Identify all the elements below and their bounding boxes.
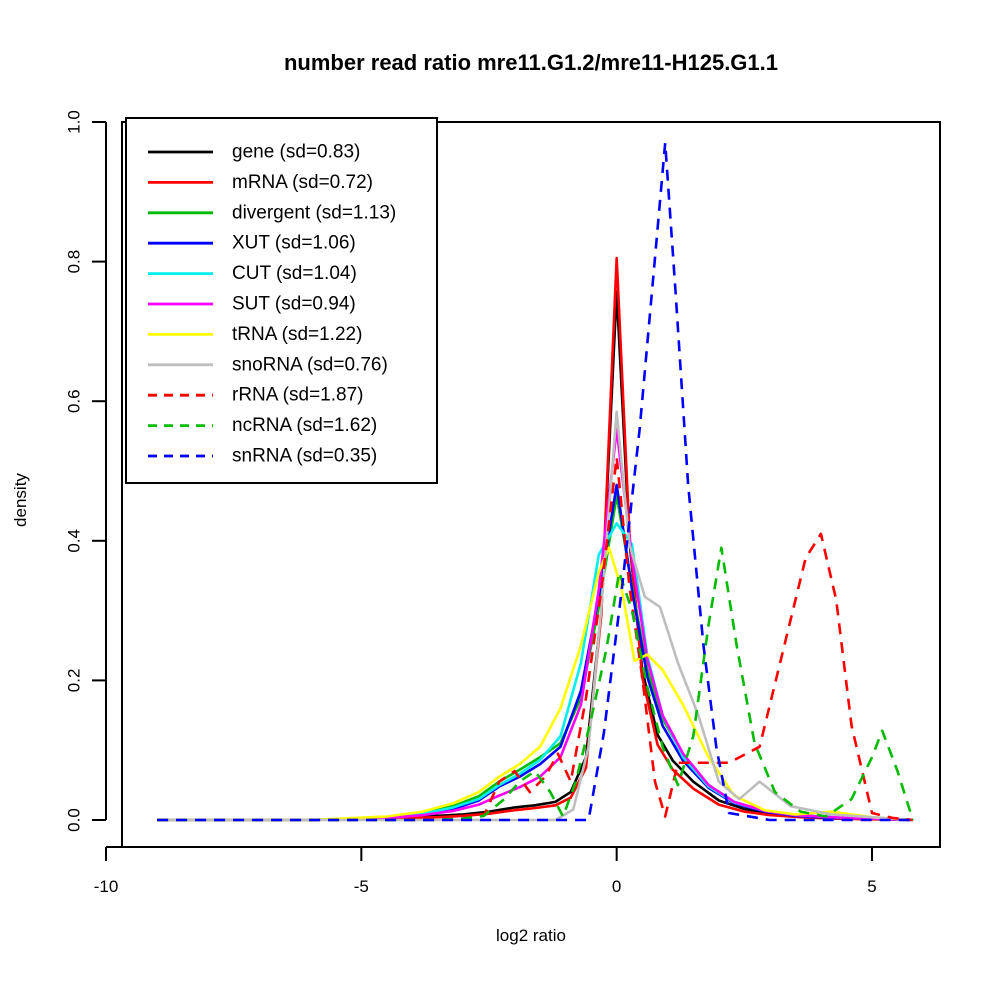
x-tick-label: -10: [94, 877, 119, 896]
y-tick-label: 0.8: [65, 250, 84, 274]
series-line-tRNA: [157, 546, 913, 822]
y-tick-label: 0.6: [65, 389, 84, 413]
series-line-divergent: [157, 494, 913, 822]
x-tick-label: 5: [867, 877, 876, 896]
y-tick-label: 0.0: [65, 808, 84, 832]
series-group: [157, 141, 915, 822]
series-line-rRNA: [157, 455, 913, 822]
legend-label-XUT: XUT (sd=1.06): [232, 233, 356, 254]
x-axis: -10 -5 0 5: [94, 846, 877, 896]
y-axis-label: density: [11, 473, 30, 527]
series-line-gene: [157, 290, 913, 822]
chart-title: number read ratio mre11.G1.2/mre11-H125.…: [284, 50, 778, 75]
series-line-snRNA: [157, 141, 913, 822]
legend-label-tRNA: tRNA (sd=1.22): [232, 324, 362, 345]
y-tick-label: 1.0: [65, 110, 84, 134]
legend-label-CUT: CUT (sd=1.04): [232, 263, 357, 284]
legend-label-mRNA: mRNA (sd=0.72): [232, 172, 373, 193]
legend: gene (sd=0.83) mRNA (sd=0.72) divergent (s…: [125, 117, 438, 484]
legend-label-rRNA: rRNA (sd=1.87): [232, 385, 363, 406]
y-tick-label: 0.2: [65, 669, 84, 693]
series-line-XUT: [157, 483, 913, 822]
legend-label-gene: gene (sd=0.83): [232, 142, 360, 163]
y-tick-label: 0.4: [65, 529, 84, 553]
x-axis-label: log2 ratio: [496, 926, 566, 945]
series-line-ncRNA: [157, 546, 915, 822]
legend-label-SUT: SUT (sd=0.94): [232, 294, 356, 315]
legend-label-snRNA: snRNA (sd=0.35): [232, 446, 377, 467]
x-tick-label: -5: [354, 877, 369, 896]
x-tick-label: 0: [612, 877, 621, 896]
series-line-mRNA: [157, 256, 913, 822]
legend-label-snoRNA: snoRNA (sd=0.76): [232, 354, 388, 375]
legend-box: [125, 117, 438, 484]
legend-label-ncRNA: ncRNA (sd=1.62): [232, 415, 377, 436]
y-axis: 0.0 0.2 0.4 0.6 0.8 1.0: [65, 110, 107, 832]
legend-label-divergent: divergent (sd=1.13): [232, 202, 396, 223]
series-line-CUT: [157, 522, 913, 822]
